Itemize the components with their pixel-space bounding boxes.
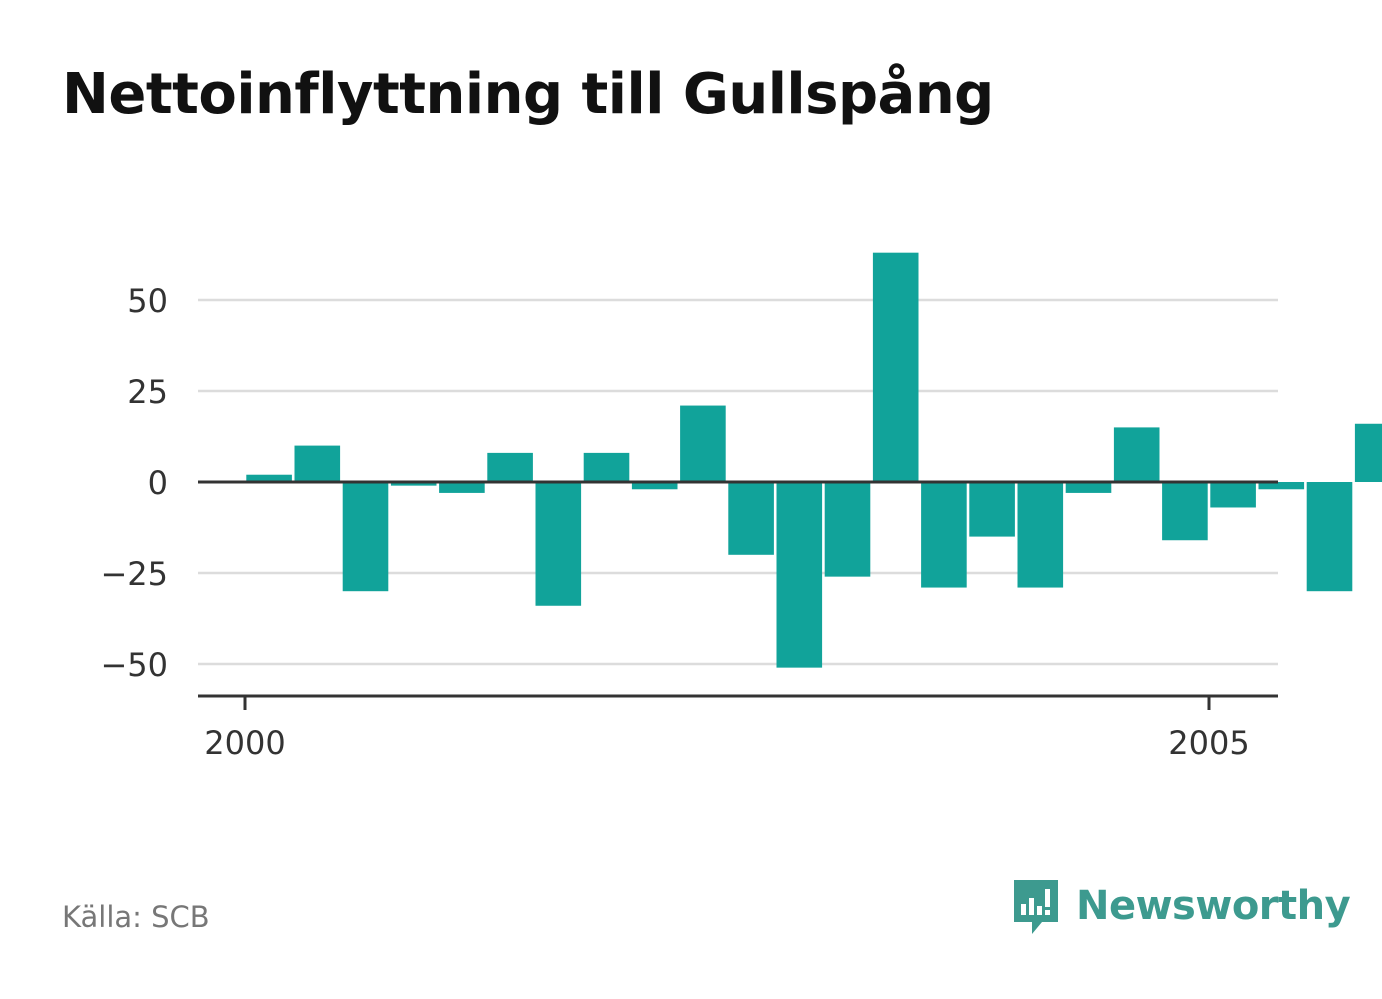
source-note: Källa: SCB — [62, 900, 210, 934]
bar — [1017, 482, 1064, 588]
bar — [246, 474, 292, 482]
y-tick-label: 0 — [148, 464, 168, 502]
bar — [583, 452, 630, 482]
brand-logo: Newsworthy — [1010, 876, 1351, 936]
y-tick-label: −50 — [100, 646, 168, 684]
bar — [342, 482, 389, 592]
bar — [776, 482, 823, 668]
page-title: Nettoinflyttning till Gullspång — [62, 62, 994, 127]
y-tick-label: 25 — [127, 373, 168, 411]
bars — [246, 252, 1382, 668]
bar — [1354, 423, 1382, 482]
bar — [680, 405, 726, 482]
bar — [824, 482, 871, 577]
bar — [872, 252, 919, 482]
bar — [390, 482, 437, 486]
x-tick-label: 2005 — [1168, 724, 1249, 762]
y-tick-labels: 50 25 0 −25 −50 — [100, 282, 168, 684]
bar — [969, 482, 1015, 537]
bar — [921, 482, 967, 588]
y-tick-label: −25 — [100, 555, 168, 593]
bar — [1065, 482, 1112, 493]
bar — [439, 482, 485, 493]
bar — [1306, 482, 1353, 592]
bar — [631, 482, 678, 490]
bar — [728, 482, 774, 555]
x-tick-label: 2000 — [204, 724, 285, 762]
bar — [1162, 482, 1208, 541]
bar — [294, 445, 341, 482]
y-tick-label: 50 — [127, 282, 168, 320]
bar — [487, 452, 533, 482]
newsworthy-logo-icon — [1014, 880, 1058, 934]
bar — [1258, 482, 1305, 490]
bar — [1210, 482, 1256, 508]
x-axis: 200020052010201520202025 — [198, 694, 1278, 762]
bar — [1113, 427, 1160, 482]
brand-name: Newsworthy — [1076, 883, 1351, 929]
bar — [535, 482, 582, 606]
